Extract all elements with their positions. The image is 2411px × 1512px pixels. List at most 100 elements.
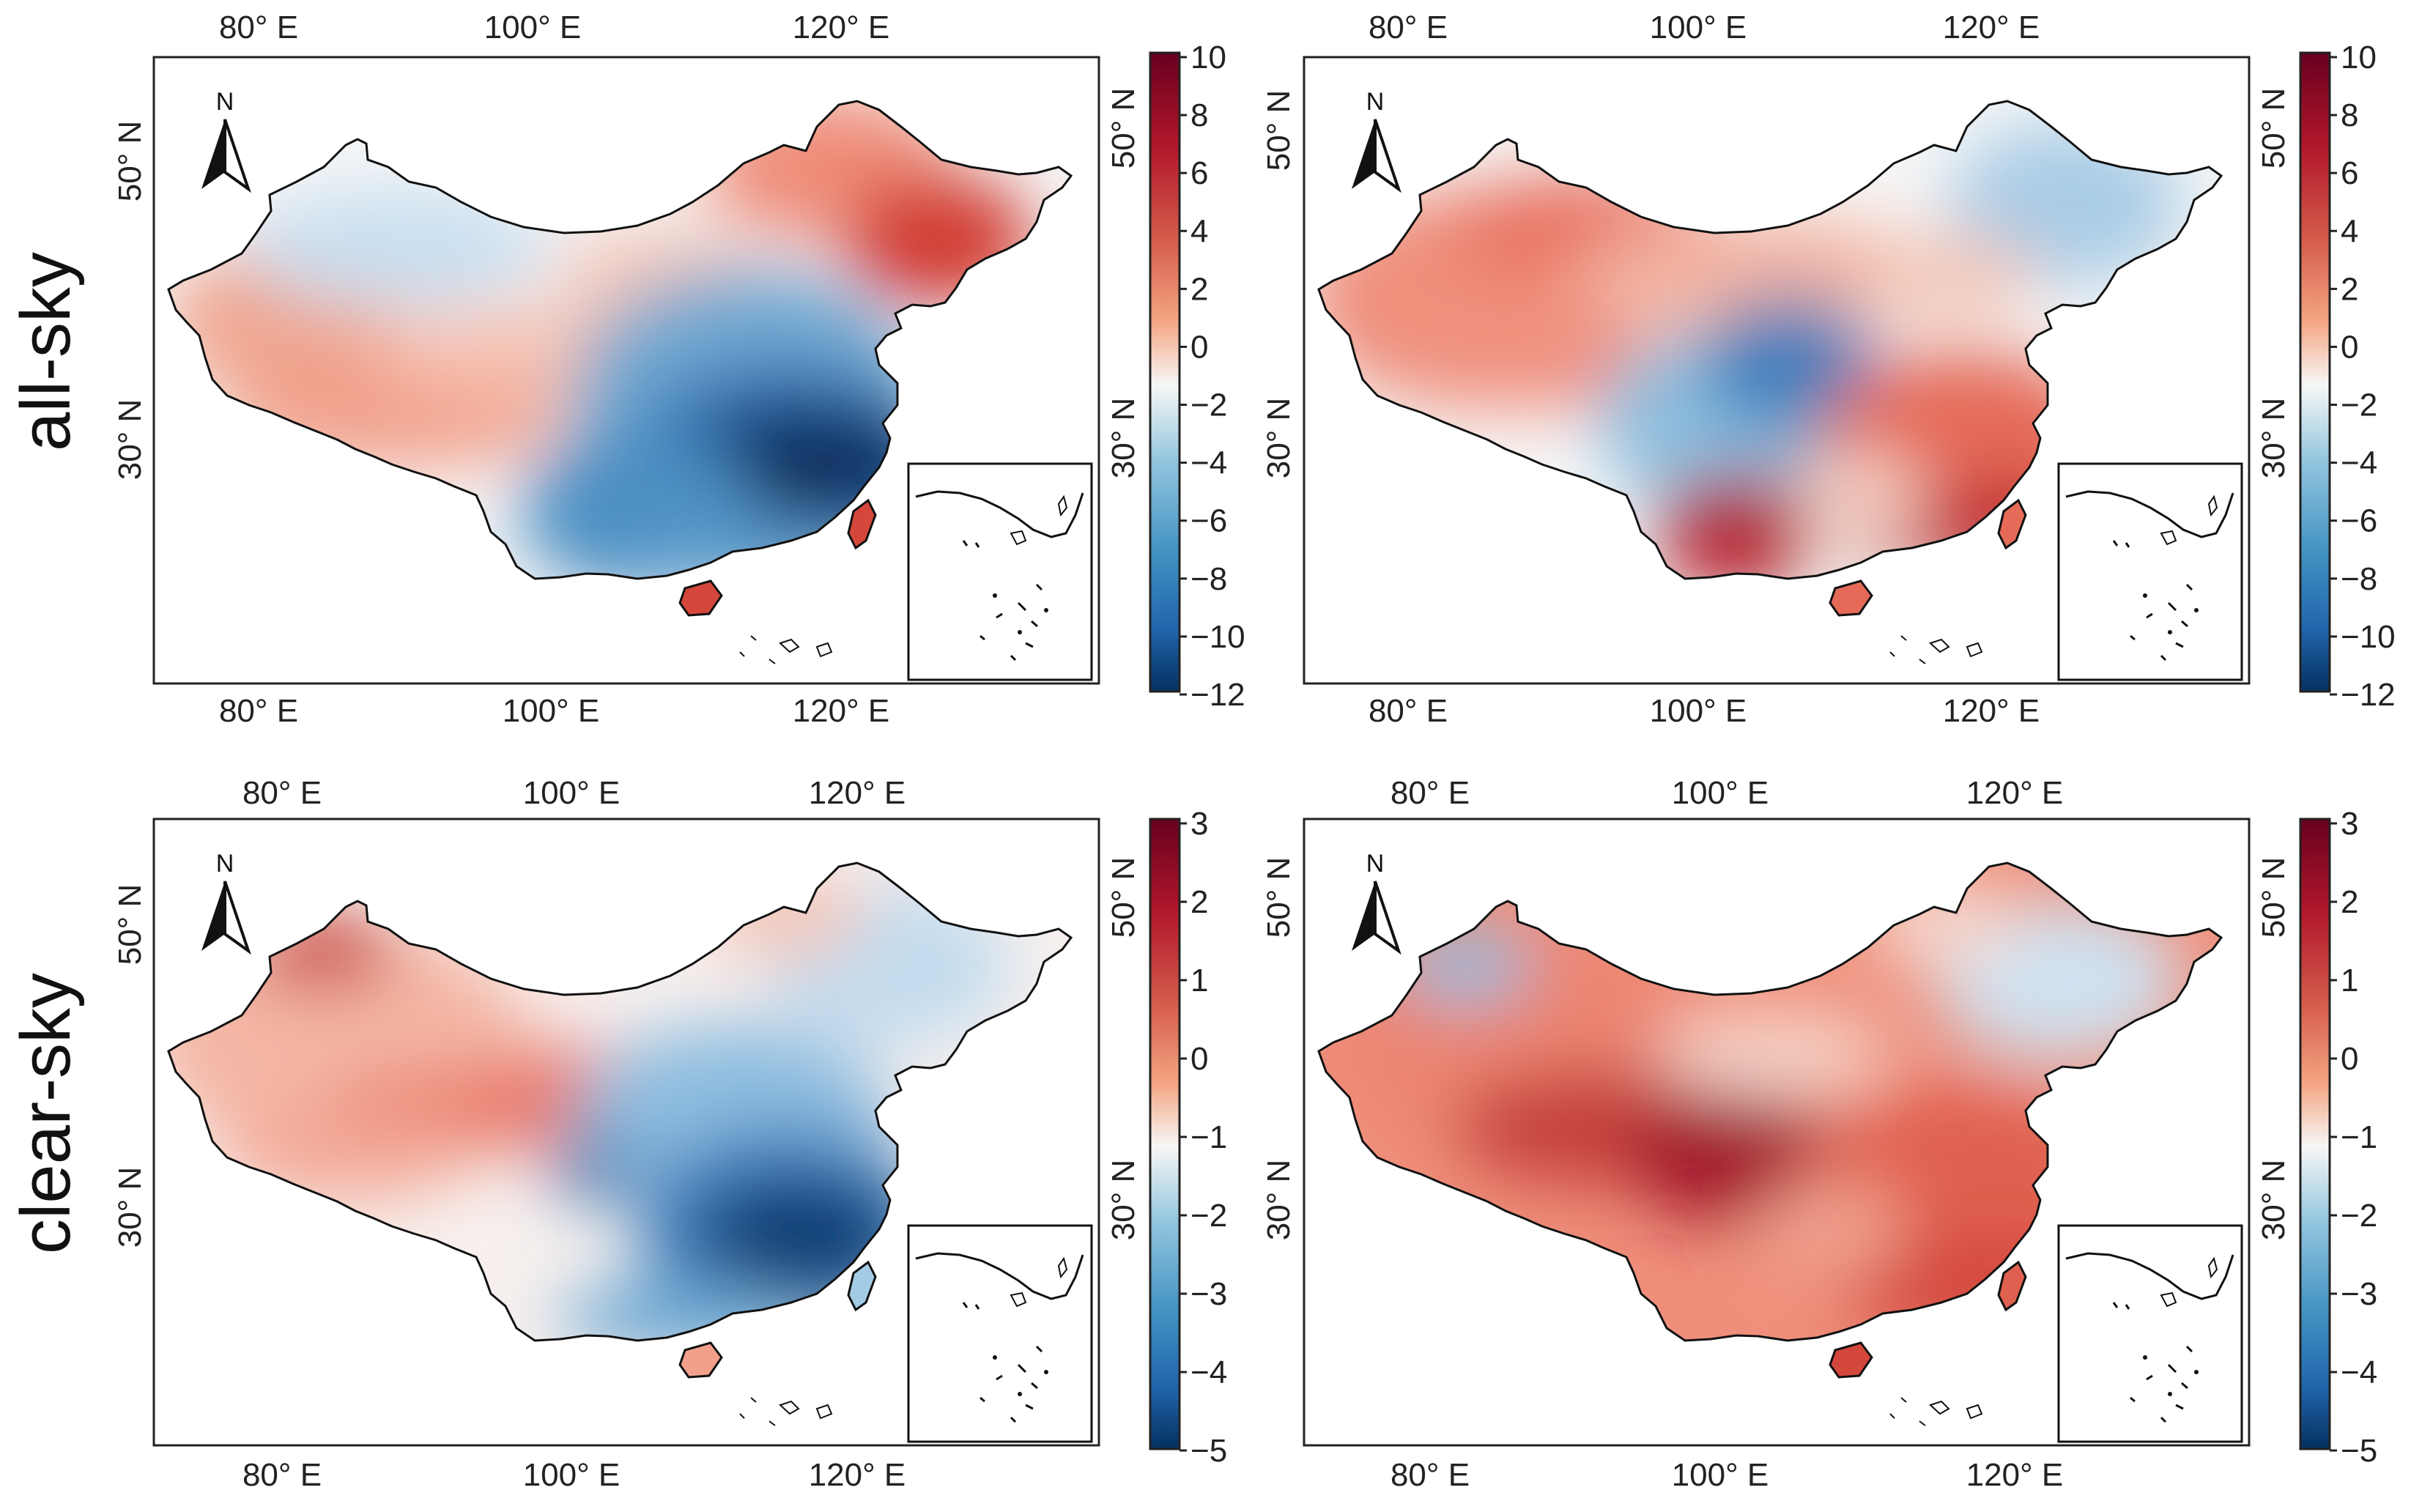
north-label: N bbox=[216, 88, 234, 116]
lat-label-left: 50° N bbox=[112, 884, 148, 966]
colorbar-tick-label: 8 bbox=[2341, 97, 2358, 133]
colorbar-tick-label: −2 bbox=[2341, 1198, 2377, 1234]
lat-label-right: 50° N bbox=[2256, 88, 2292, 169]
lat-label-right: 30° N bbox=[1105, 1160, 1141, 1241]
axis-labels-panel-d: 80° E 100° E 120° E 80° E 100° E 120° E … bbox=[1261, 775, 2292, 1493]
north-label: N bbox=[1366, 88, 1385, 116]
colorbar-tick-label: −2 bbox=[1190, 1198, 1227, 1234]
lon-label-bottom: 80° E bbox=[219, 693, 298, 729]
colorbar-tick-label: −2 bbox=[1190, 388, 1227, 423]
colorbar-tick-label: −5 bbox=[2341, 1433, 2377, 1469]
lon-label-top: 100° E bbox=[523, 775, 621, 811]
lon-label-top: 120° E bbox=[1943, 10, 2040, 45]
colorbar-clear-sky-right: 3 2 1 0 −1 −2 −3 −4 −5 bbox=[2299, 806, 2377, 1469]
row-label-all-sky: all-sky bbox=[7, 252, 85, 451]
axis-labels-panel-b: 80° E 100° E 120° E 80° E 100° E 120° E … bbox=[1261, 10, 2292, 729]
lon-label-bottom: 100° E bbox=[503, 693, 600, 729]
colorbar-tick-label: −10 bbox=[1190, 619, 1245, 655]
lon-label-top: 100° E bbox=[1672, 775, 1769, 811]
lat-label-left: 50° N bbox=[1261, 90, 1297, 171]
colorbar-tick-label: 2 bbox=[1190, 271, 1208, 307]
colorbar-tick-label: 0 bbox=[2341, 329, 2358, 365]
colorbar-tick-label: 1 bbox=[2341, 963, 2358, 998]
lon-label-bottom: 120° E bbox=[1966, 1457, 2064, 1493]
colorbar-tick-label: 0 bbox=[1190, 329, 1208, 365]
colorbar-tick-label: 1 bbox=[1190, 963, 1208, 998]
lat-label-right: 30° N bbox=[1105, 398, 1141, 479]
colorbar-tick-label: 8 bbox=[1190, 97, 1208, 133]
colorbar-tick-label: 10 bbox=[2341, 40, 2377, 75]
lon-label-top: 80° E bbox=[1369, 10, 1448, 45]
lon-label-bottom: 120° E bbox=[793, 693, 890, 729]
map-panel-b: N bbox=[1303, 56, 2251, 685]
colorbar-tick-label: −1 bbox=[1190, 1119, 1227, 1155]
colorbar-all-sky-right: 10 8 6 4 2 0 −2 −4 −6 −8 −10 −12 bbox=[2299, 40, 2396, 713]
colorbar-tick-label: −6 bbox=[1190, 503, 1227, 539]
colorbar-tick-label: 3 bbox=[1190, 806, 1208, 842]
lon-label-top: 100° E bbox=[1650, 10, 1747, 45]
lon-label-bottom: 80° E bbox=[242, 1457, 322, 1493]
colorbar-tick-label: −2 bbox=[2341, 388, 2377, 423]
row-label-clear-sky: clear-sky bbox=[7, 973, 85, 1254]
colorbar-tick-label: 4 bbox=[1190, 213, 1208, 249]
lon-label-top: 100° E bbox=[484, 10, 582, 45]
colorbar-tick-label: 2 bbox=[2341, 271, 2358, 307]
lon-label-top: 80° E bbox=[219, 10, 298, 45]
colorbar-tick-label: 2 bbox=[1190, 884, 1208, 920]
colorbar-tick-label: −10 bbox=[2341, 619, 2396, 655]
lon-label-bottom: 80° E bbox=[1369, 693, 1448, 729]
lon-label-bottom: 80° E bbox=[1390, 1457, 1470, 1493]
lon-label-top: 120° E bbox=[1966, 775, 2064, 811]
lon-label-bottom: 100° E bbox=[523, 1457, 621, 1493]
colorbar-tick-label: −1 bbox=[2341, 1119, 2377, 1155]
colorbar-tick-label: −3 bbox=[1190, 1276, 1227, 1312]
colorbar-tick-label: −12 bbox=[2341, 677, 2396, 713]
colorbar-tick-label: −3 bbox=[2341, 1276, 2377, 1312]
lat-label-left: 50° N bbox=[1261, 857, 1297, 938]
lat-label-left: 30° N bbox=[112, 399, 148, 481]
lat-label-right: 50° N bbox=[1105, 88, 1141, 169]
lon-label-top: 80° E bbox=[242, 775, 322, 811]
colorbar-all-sky-left: 10 8 6 4 2 0 −2 −4 −6 −8 −10 −12 bbox=[1149, 40, 1245, 713]
colorbar-tick-label: −8 bbox=[2341, 561, 2377, 597]
colorbar-tick-label: −4 bbox=[1190, 1354, 1227, 1390]
colorbar-tick-label: −4 bbox=[2341, 445, 2377, 481]
colorbar-tick-label: 0 bbox=[1190, 1041, 1208, 1077]
lat-label-right: 50° N bbox=[1105, 857, 1141, 938]
colorbar-tick-label: −8 bbox=[1190, 561, 1227, 597]
lat-label-right: 30° N bbox=[2256, 1160, 2292, 1241]
colorbar-tick-label: −4 bbox=[2341, 1354, 2377, 1390]
colorbar-tick-label: 6 bbox=[1190, 155, 1208, 191]
map-panel-a: N bbox=[152, 56, 1100, 685]
colorbar-tick-label: 3 bbox=[2341, 806, 2358, 842]
colorbar-tick-label: −5 bbox=[1190, 1433, 1227, 1469]
axis-labels-panel-a: 80° E 100° E 120° E 80° E 100° E 120° E … bbox=[112, 10, 1141, 729]
lon-label-top: 120° E bbox=[809, 775, 906, 811]
colorbar-tick-label: 2 bbox=[2341, 884, 2358, 920]
colorbar-tick-label: 0 bbox=[2341, 1041, 2358, 1077]
lat-label-right: 30° N bbox=[2256, 398, 2292, 479]
lon-label-bottom: 100° E bbox=[1672, 1457, 1769, 1493]
north-label: N bbox=[1366, 850, 1385, 878]
colorbar-clear-sky-left: 3 2 1 0 −1 −2 −3 −4 −5 bbox=[1149, 806, 1227, 1469]
axis-labels-panel-c: 80° E 100° E 120° E 80° E 100° E 120° E … bbox=[112, 775, 1141, 1493]
colorbar-tick-label: 6 bbox=[2341, 155, 2358, 191]
lat-label-left: 30° N bbox=[112, 1167, 148, 1248]
colorbar-tick-label: −6 bbox=[2341, 503, 2377, 539]
colorbar-tick-label: 10 bbox=[1190, 40, 1226, 75]
lon-label-bottom: 120° E bbox=[809, 1457, 906, 1493]
colorbar-tick-label: −12 bbox=[1190, 677, 1245, 713]
lon-label-top: 80° E bbox=[1390, 775, 1470, 811]
lon-label-bottom: 120° E bbox=[1943, 693, 2040, 729]
lat-label-left: 30° N bbox=[1261, 1160, 1297, 1241]
lat-label-left: 50° N bbox=[112, 121, 148, 202]
lon-label-top: 120° E bbox=[793, 10, 890, 45]
lat-label-right: 50° N bbox=[2256, 857, 2292, 938]
north-label: N bbox=[216, 850, 234, 878]
map-panel-c: N bbox=[152, 818, 1100, 1447]
lon-label-bottom: 100° E bbox=[1650, 693, 1747, 729]
colorbar-tick-label: 4 bbox=[2341, 213, 2358, 249]
map-panel-d: N bbox=[1303, 818, 2251, 1447]
colorbar-tick-label: −4 bbox=[1190, 445, 1227, 481]
